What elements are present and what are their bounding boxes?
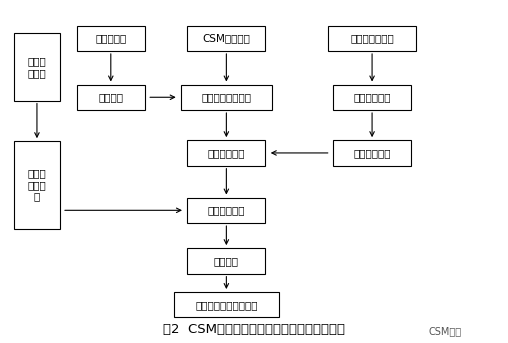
- Bar: [174, 292, 279, 317]
- Text: CSM设备就位: CSM设备就位: [202, 33, 250, 43]
- Bar: [77, 85, 145, 110]
- Text: 插入型钢: 插入型钢: [214, 256, 239, 266]
- Text: 设备移位、施工下墙段: 设备移位、施工下墙段: [195, 300, 258, 310]
- Bar: [14, 33, 59, 100]
- Bar: [77, 26, 145, 51]
- Text: 带水切削搅拌下沉: 带水切削搅拌下沉: [201, 92, 251, 102]
- Text: 型钢焊
接加工: 型钢焊 接加工: [27, 56, 46, 78]
- Text: 型钢起吊定位: 型钢起吊定位: [208, 205, 245, 215]
- Bar: [14, 141, 59, 229]
- Text: 水量、灰量计量: 水量、灰量计量: [350, 33, 394, 43]
- Text: 高压空气: 高压空气: [99, 92, 123, 102]
- Bar: [187, 26, 265, 51]
- Text: CSM工法: CSM工法: [428, 326, 461, 336]
- Bar: [333, 85, 411, 110]
- Bar: [328, 26, 416, 51]
- Text: 空气压缩机: 空气压缩机: [95, 33, 126, 43]
- Bar: [333, 140, 411, 166]
- Text: 制配水泥浆液: 制配水泥浆液: [354, 92, 391, 102]
- Text: 提升喷浆搅拌: 提升喷浆搅拌: [208, 148, 245, 158]
- Bar: [187, 248, 265, 274]
- Text: 型钢涂
刷减摩
剂: 型钢涂 刷减摩 剂: [27, 168, 46, 202]
- Bar: [181, 85, 272, 110]
- Bar: [187, 198, 265, 223]
- Text: 图2  CSM型钢水泥抗渗墙施工技术应用流程图: 图2 CSM型钢水泥抗渗墙施工技术应用流程图: [163, 323, 345, 336]
- Text: 泵送水泥浆液: 泵送水泥浆液: [354, 148, 391, 158]
- Bar: [187, 140, 265, 166]
